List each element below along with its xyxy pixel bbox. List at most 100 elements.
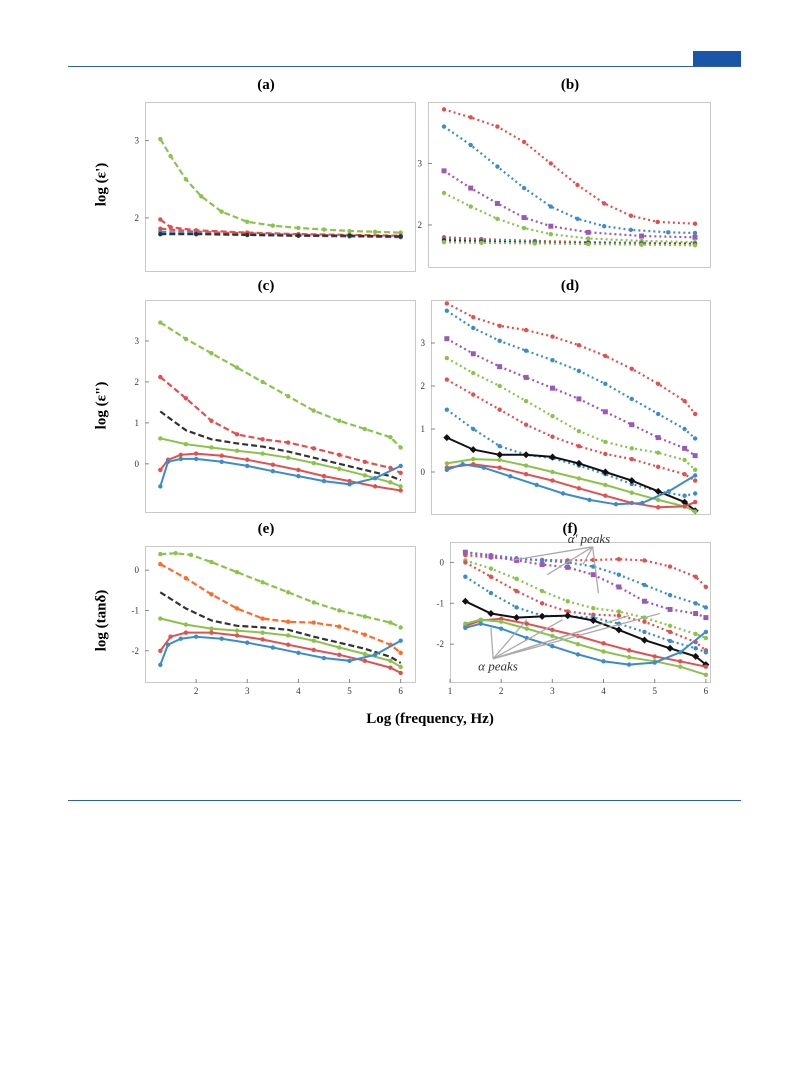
- data-point: [183, 622, 189, 627]
- data-point: [158, 616, 163, 621]
- data-point: [260, 630, 265, 635]
- data-point: [678, 664, 683, 669]
- data-point: [461, 597, 469, 605]
- data-point: [362, 426, 368, 432]
- data-point: [692, 453, 698, 459]
- data-point: [626, 655, 632, 660]
- series-8-line: [443, 241, 696, 247]
- data-point: [639, 242, 644, 247]
- data-point: [463, 574, 468, 579]
- data-point: [682, 398, 687, 404]
- data-point: [703, 672, 709, 678]
- series-5-line: [160, 233, 401, 238]
- data-point: [514, 576, 519, 581]
- data-point: [539, 588, 545, 594]
- data-point: [245, 232, 250, 238]
- annotation-arrow: [492, 614, 630, 660]
- y-tick-label: 2: [421, 381, 426, 391]
- y-tick-label: -1: [437, 598, 445, 608]
- data-point: [444, 355, 450, 361]
- data-point: [514, 605, 519, 610]
- data-point: [587, 497, 592, 503]
- y-tick-label: 0: [421, 467, 426, 477]
- data-point: [692, 234, 698, 240]
- data-point: [209, 418, 214, 424]
- data-point: [158, 226, 163, 231]
- data-point: [585, 241, 591, 247]
- data-point: [703, 650, 709, 655]
- data-point: [296, 225, 301, 231]
- data-point: [693, 646, 698, 651]
- data-point: [692, 499, 698, 505]
- data-point: [613, 502, 619, 507]
- data-point: [398, 230, 403, 235]
- data-point: [337, 418, 342, 424]
- data-point: [443, 434, 451, 442]
- series-2-line: [443, 125, 696, 235]
- data-point: [576, 444, 582, 449]
- data-point: [398, 625, 403, 630]
- data-point: [602, 223, 607, 229]
- data-point: [398, 463, 403, 469]
- data-point: [270, 645, 276, 650]
- y-tick-label: 2: [135, 377, 140, 387]
- data-point: [296, 473, 301, 479]
- data-point: [692, 243, 698, 248]
- data-point: [362, 658, 368, 664]
- data-point: [655, 505, 661, 510]
- data-point: [667, 638, 673, 644]
- data-point: [398, 234, 403, 239]
- data-point: [398, 650, 403, 655]
- data-point: [260, 451, 265, 456]
- annotation-arrow: [490, 627, 494, 659]
- ylabel-eps-prime: log (ε'): [93, 162, 110, 207]
- data-point: [655, 450, 661, 455]
- data-point: [616, 556, 622, 562]
- panel-f-title: (f): [562, 521, 578, 537]
- data-point: [602, 409, 608, 415]
- data-point: [603, 482, 608, 488]
- data-point: [468, 115, 473, 120]
- data-point: [209, 445, 214, 450]
- data-point: [497, 338, 502, 344]
- data-point: [576, 428, 582, 434]
- series-5-line: [159, 631, 402, 674]
- data-point: [590, 572, 596, 578]
- data-point: [245, 463, 250, 469]
- data-point: [165, 642, 171, 647]
- data-point: [463, 560, 468, 565]
- data-point: [550, 469, 555, 475]
- panel-d-title: (d): [560, 278, 580, 294]
- data-point: [158, 136, 163, 142]
- data-point: [199, 194, 204, 199]
- data-point: [550, 633, 555, 639]
- data-point: [478, 617, 483, 622]
- data-point: [183, 576, 189, 581]
- data-point: [219, 459, 224, 464]
- data-point: [209, 592, 214, 597]
- data-point: [692, 491, 698, 496]
- data-point: [321, 227, 327, 232]
- data-point: [601, 641, 606, 646]
- data-point: [682, 457, 687, 463]
- data-point: [703, 615, 709, 621]
- data-point: [234, 432, 240, 437]
- series-6-line: [464, 575, 707, 654]
- data-point: [495, 164, 500, 169]
- data-point: [615, 626, 623, 634]
- data-point: [693, 611, 699, 617]
- data-point: [591, 606, 596, 611]
- data-point: [601, 649, 606, 654]
- data-point: [550, 358, 555, 363]
- data-point: [524, 626, 529, 631]
- data-point: [550, 334, 555, 339]
- data-point: [168, 224, 173, 230]
- data-point: [549, 453, 557, 461]
- data-point: [444, 336, 450, 342]
- plot-frame: [145, 546, 416, 683]
- data-point: [460, 462, 465, 467]
- data-point: [498, 619, 504, 624]
- y-tick-label: 0: [135, 565, 140, 575]
- data-point: [337, 608, 342, 613]
- y-tick-label: 0: [135, 459, 140, 469]
